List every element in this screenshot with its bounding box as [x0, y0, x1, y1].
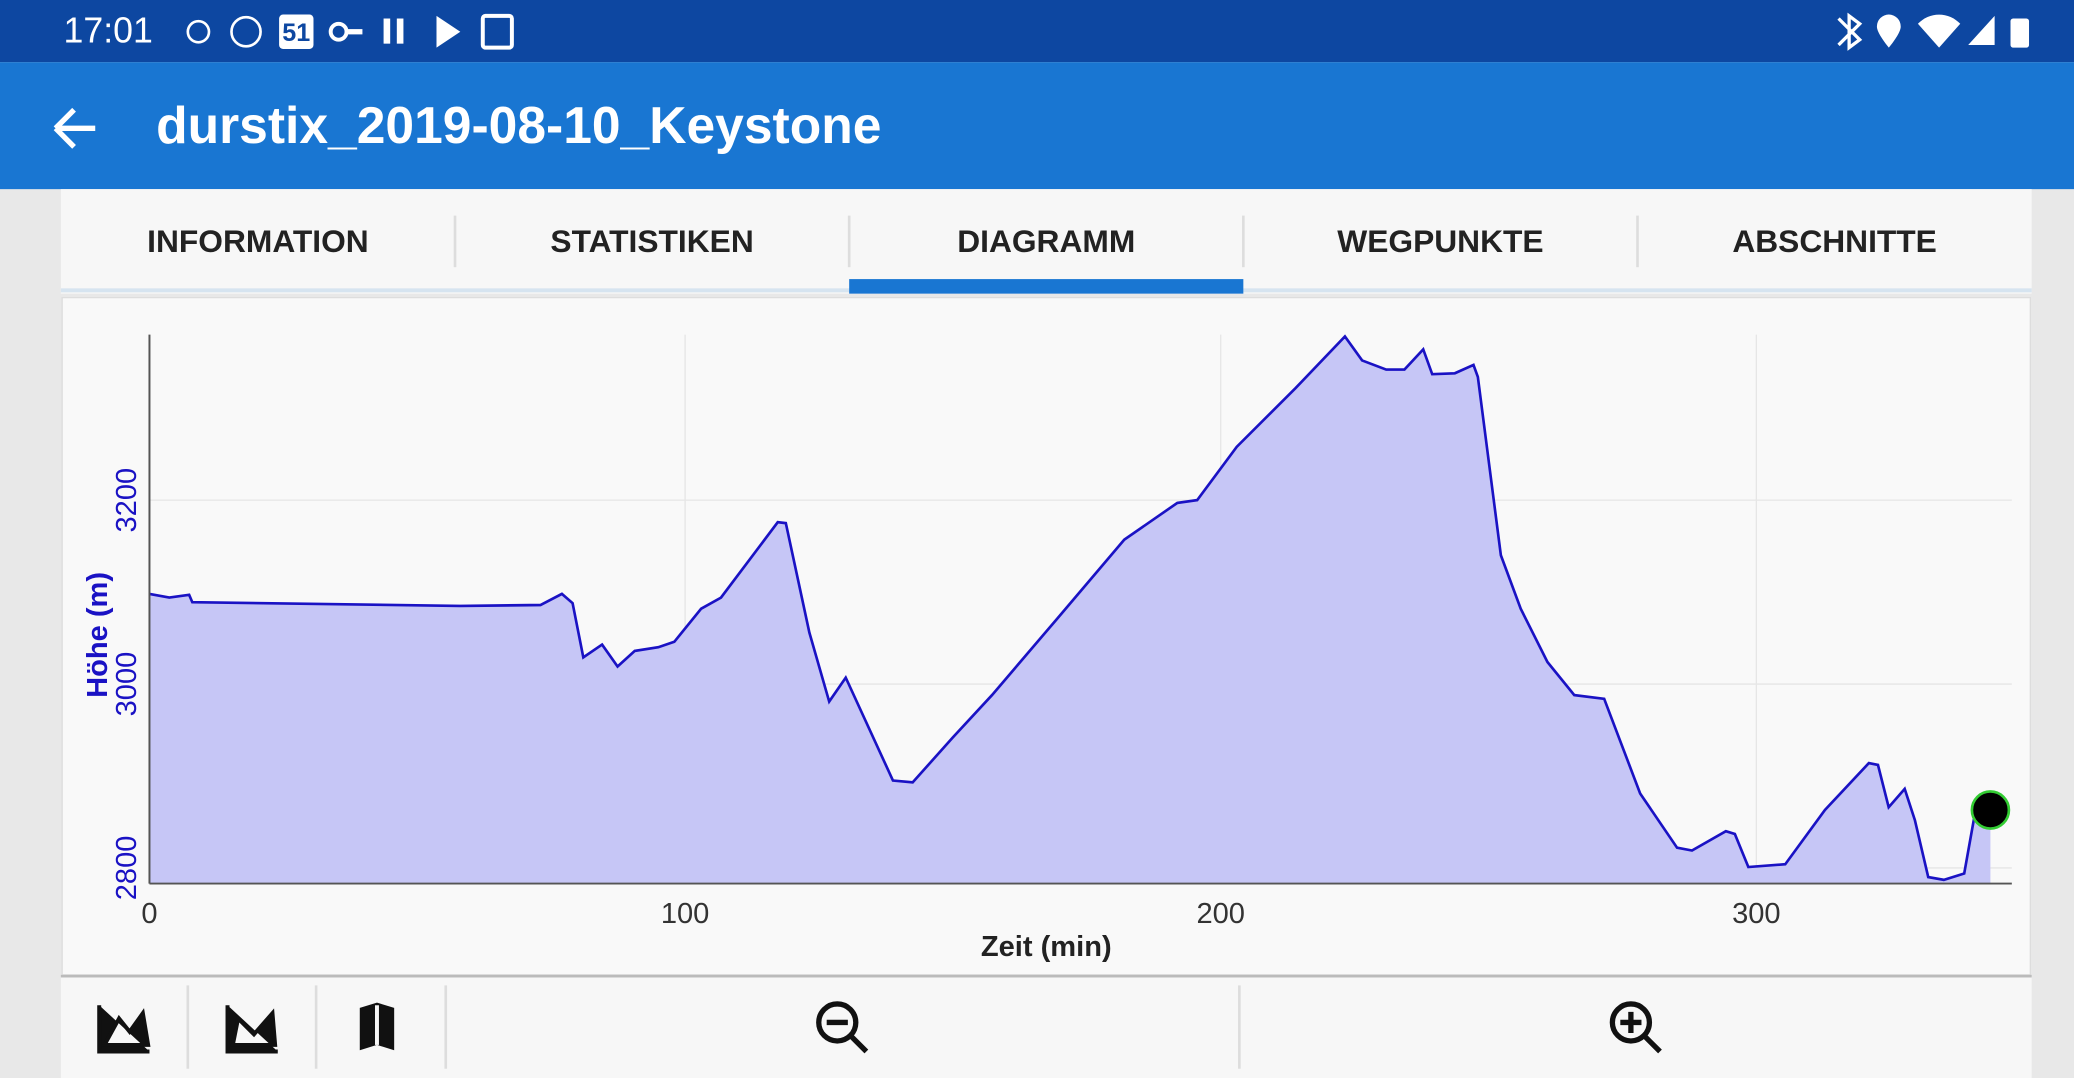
cursor-marker [1970, 790, 2011, 830]
x-tick-label: 200 [1196, 898, 1245, 930]
toolbar-border [60, 974, 2032, 978]
pause-bar [383, 18, 391, 44]
back-button[interactable] [53, 107, 96, 149]
tab-indicator [849, 279, 1244, 294]
chart: 0 100 200 300 2800 3000 3200 Zeit (min) Höhe (m) [82, 334, 2012, 963]
app-title: durstix_2019-08-10_Keystone [156, 96, 881, 154]
line [149, 334, 1991, 882]
y-tick-label: 2800 [111, 836, 143, 901]
status-icons: 51 [186, 12, 2030, 51]
x-axis-label: Zeit (min) [981, 931, 1112, 963]
y-axis-label: Höhe (m) [82, 572, 114, 698]
signal-icon [1968, 15, 1995, 45]
area [149, 336, 1991, 884]
battery-icon [2010, 18, 2030, 48]
location-icon [1876, 14, 1901, 48]
tab-bar [60, 189, 2032, 294]
zoom-out-button[interactable] [816, 1001, 869, 1054]
zoom-in-button[interactable] [1609, 1001, 1662, 1054]
icon [816, 1001, 859, 1044]
pause-bar [396, 18, 404, 44]
toolbar [60, 976, 2032, 1078]
x-tick-label: 0 [141, 898, 157, 930]
calendar-day: 51 [282, 19, 310, 47]
wifi-icon [1917, 14, 1961, 48]
calendar-icon [279, 14, 314, 49]
map-button[interactable] [359, 1002, 395, 1051]
tab[interactable]: STATISTIKEN [550, 223, 753, 259]
x-tick-label: 300 [1732, 898, 1781, 930]
l-icon [230, 15, 262, 48]
key-stem [346, 29, 363, 35]
app-bar [0, 62, 2074, 190]
play-icon [436, 15, 461, 48]
clipboard-icon [480, 13, 514, 50]
tab[interactable]: ABSCHNITTE [1732, 223, 1937, 259]
tab[interactable]: INFORMATION [147, 223, 369, 259]
y-tick-label: 3000 [111, 652, 143, 717]
tabs: INFORMATION STATISTIKEN DIAGRAMM WEGPUNKTE A… [147, 215, 1937, 294]
bluetooth-icon [1837, 12, 1863, 51]
icon [1620, 1011, 1662, 1054]
toolbar-dividers [186, 985, 1241, 1069]
tab[interactable]: DIAGRAMM [957, 223, 1135, 259]
icon [1609, 1001, 1653, 1044]
status-time: 17:01 [63, 11, 152, 51]
zdf-icon [186, 19, 211, 44]
x-tick-label: 100 [661, 898, 710, 930]
y-tick-label: 3200 [111, 468, 143, 533]
icon [826, 1019, 869, 1054]
tab[interactable]: WEGPUNKTE [1337, 223, 1543, 259]
